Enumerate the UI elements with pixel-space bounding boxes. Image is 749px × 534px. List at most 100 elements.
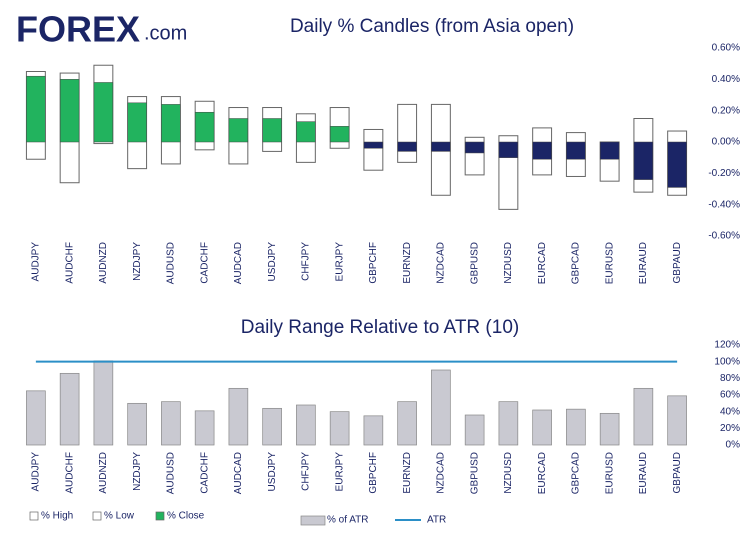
x-tick-label: NZDJPY bbox=[132, 452, 143, 491]
bar bbox=[127, 402, 147, 446]
y-tick-label: 100% bbox=[714, 356, 740, 367]
bar bbox=[228, 387, 249, 446]
bar bbox=[667, 395, 687, 446]
x-tick-label: AUDCHF bbox=[64, 242, 75, 284]
chart-title: Daily % Candles (from Asia open) bbox=[290, 16, 574, 37]
x-tick-label: EURJPY bbox=[334, 242, 345, 282]
chart-title: Daily Range Relative to ATR (10) bbox=[241, 317, 519, 338]
x-tick-label: AUDUSD bbox=[166, 242, 177, 284]
x-tick-label: NZDCAD bbox=[436, 242, 447, 284]
y-tick-label: -0.20% bbox=[708, 168, 740, 179]
close-body bbox=[667, 141, 687, 188]
x-tick-label: NZDCAD bbox=[436, 452, 447, 494]
x-tick-label: EURAUD bbox=[638, 242, 649, 284]
x-tick-label: EURCAD bbox=[537, 452, 548, 494]
close-body bbox=[194, 111, 215, 143]
close-body bbox=[127, 102, 147, 143]
close-body bbox=[161, 104, 181, 143]
y-tick-label: -0.40% bbox=[708, 199, 740, 210]
bar bbox=[532, 409, 552, 446]
bar bbox=[59, 372, 80, 446]
bar bbox=[431, 369, 451, 446]
brand-name: FOREX bbox=[16, 9, 140, 50]
legend-label: % Low bbox=[104, 511, 135, 522]
close-body bbox=[329, 126, 350, 143]
y-tick-label: 0.40% bbox=[712, 74, 740, 85]
bar bbox=[498, 401, 519, 446]
x-tick-label: AUDCAD bbox=[233, 452, 244, 494]
y-tick-label: 0.00% bbox=[712, 137, 740, 148]
bar bbox=[26, 390, 46, 446]
x-tick-label: AUDNZD bbox=[98, 242, 109, 284]
x-tick-label: EURUSD bbox=[604, 452, 615, 494]
close-body bbox=[26, 75, 46, 143]
x-tick-label: NZDJPY bbox=[132, 242, 143, 281]
legend-label: % of ATR bbox=[327, 515, 369, 526]
x-tick-label: GBPAUD bbox=[672, 242, 683, 284]
x-tick-label: EURNZD bbox=[402, 452, 413, 494]
x-tick-label: EURUSD bbox=[604, 242, 615, 284]
close-body bbox=[498, 141, 519, 158]
legend-swatch bbox=[155, 511, 165, 521]
y-tick-label: 0% bbox=[726, 440, 741, 451]
y-tick-label: 120% bbox=[714, 340, 740, 351]
x-tick-label: GBPAUD bbox=[672, 452, 683, 494]
y-tick-label: 40% bbox=[720, 406, 740, 417]
x-tick-label: EURCAD bbox=[537, 242, 548, 284]
x-tick-label: AUDJPY bbox=[31, 452, 42, 492]
x-tick-label: CADCHF bbox=[199, 452, 210, 494]
close-body bbox=[464, 141, 485, 154]
close-body bbox=[262, 118, 282, 143]
bar bbox=[93, 360, 114, 446]
y-tick-label: 60% bbox=[720, 390, 740, 401]
y-tick-label: 0.60% bbox=[712, 43, 740, 54]
x-tick-label: GBPCAD bbox=[571, 452, 582, 494]
close-body bbox=[93, 82, 114, 143]
x-tick-label: CHFJPY bbox=[301, 242, 312, 281]
range-box bbox=[363, 128, 384, 171]
close-body bbox=[363, 141, 384, 149]
bar bbox=[464, 414, 485, 446]
bar bbox=[363, 415, 384, 446]
x-tick-label: GBPCHF bbox=[368, 242, 379, 284]
close-body bbox=[296, 121, 316, 143]
close-body bbox=[566, 141, 586, 160]
x-tick-label: GBPUSD bbox=[469, 242, 480, 284]
bar bbox=[262, 407, 282, 446]
x-tick-label: EURJPY bbox=[334, 452, 345, 492]
y-tick-label: 80% bbox=[720, 373, 740, 384]
close-body bbox=[397, 141, 417, 152]
x-tick-label: EURAUD bbox=[638, 452, 649, 494]
x-tick-label: USDJPY bbox=[267, 242, 278, 282]
y-tick-label: -0.60% bbox=[708, 231, 740, 242]
bar bbox=[397, 401, 417, 446]
bar bbox=[161, 401, 181, 446]
legend-swatch bbox=[92, 511, 102, 521]
x-tick-label: GBPUSD bbox=[469, 452, 480, 494]
x-tick-label: NZDUSD bbox=[503, 242, 514, 284]
x-tick-label: USDJPY bbox=[267, 452, 278, 492]
close-body bbox=[599, 141, 620, 160]
x-tick-label: CADCHF bbox=[199, 242, 210, 284]
bar bbox=[194, 410, 215, 446]
x-tick-label: EURNZD bbox=[402, 242, 413, 284]
legend-swatch bbox=[29, 511, 39, 521]
x-tick-label: AUDUSD bbox=[166, 452, 177, 494]
bar bbox=[599, 412, 620, 446]
close-body bbox=[532, 141, 552, 160]
bar bbox=[566, 408, 586, 446]
legend-label: ATR bbox=[427, 515, 446, 526]
x-tick-label: AUDCHF bbox=[64, 452, 75, 494]
close-body bbox=[633, 141, 654, 180]
x-tick-label: AUDNZD bbox=[98, 452, 109, 494]
bar bbox=[296, 404, 316, 446]
brand-suffix: .com bbox=[144, 22, 187, 44]
y-tick-label: 0.20% bbox=[712, 105, 740, 116]
y-tick-label: 20% bbox=[720, 423, 740, 434]
x-tick-label: CHFJPY bbox=[301, 452, 312, 491]
close-body bbox=[431, 141, 451, 152]
x-tick-label: GBPCHF bbox=[368, 452, 379, 494]
x-tick-label: NZDUSD bbox=[503, 452, 514, 494]
legend-swatch bbox=[300, 515, 326, 526]
x-tick-label: AUDCAD bbox=[233, 242, 244, 284]
